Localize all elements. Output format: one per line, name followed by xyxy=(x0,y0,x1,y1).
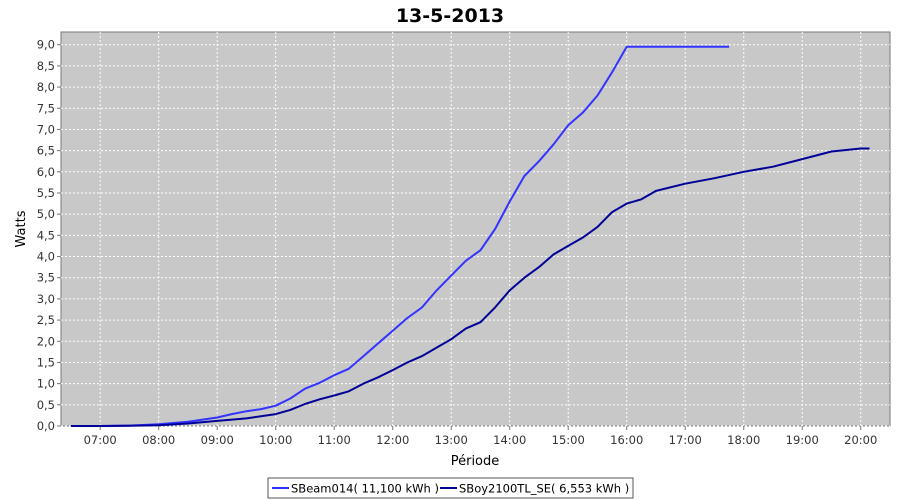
y-tick-label: 0,0 xyxy=(37,419,55,433)
y-tick-label: 6,5 xyxy=(37,144,55,158)
y-axis-label: Watts xyxy=(14,210,29,247)
x-tick-label: 19:00 xyxy=(786,433,819,447)
y-tick-label: 5,0 xyxy=(37,207,55,221)
y-tick-label: 8,5 xyxy=(37,59,55,73)
y-tick-label: 2,0 xyxy=(37,334,55,348)
y-tick-label: 4,0 xyxy=(37,250,55,264)
series-line-1 xyxy=(70,147,870,427)
x-tick-label: 13:00 xyxy=(435,433,468,447)
x-tick-label: 08:00 xyxy=(142,433,175,447)
x-tick-label: 12:00 xyxy=(376,433,409,447)
x-tick-label: 20:00 xyxy=(844,433,877,447)
y-tick-label: 6,0 xyxy=(37,165,55,179)
y-tick-label: 8,0 xyxy=(37,80,55,94)
grid-lines xyxy=(61,32,890,427)
y-tick-label: 2,5 xyxy=(37,313,55,327)
y-tick-label: 1,0 xyxy=(37,377,55,391)
chart-title: 13-5-2013 xyxy=(396,5,504,27)
series-line-0 xyxy=(70,45,730,427)
y-tick-label: 3,0 xyxy=(37,292,55,306)
legend-label-sbeam: SBeam014( 11,100 kWh ) xyxy=(291,482,439,496)
x-axis-label: Période xyxy=(451,454,500,469)
x-tick-label: 07:00 xyxy=(84,433,117,447)
x-tick-label: 17:00 xyxy=(669,433,702,447)
x-tick-label: 16:00 xyxy=(610,433,643,447)
x-axis: 07:00 08:00 09:00 10:00 11:00 12:00 13:00 14:00… xyxy=(84,426,877,447)
y-tick-label: 0,5 xyxy=(37,398,55,412)
plot-area xyxy=(60,31,891,427)
legend-label-sboy: SBoy2100TL_SE( 6,553 kWh ) xyxy=(459,482,629,496)
x-tick-label: 09:00 xyxy=(201,433,234,447)
y-tick-label: 3,5 xyxy=(37,271,55,285)
y-tick-label: 1,5 xyxy=(37,355,55,369)
x-tick-label: 14:00 xyxy=(493,433,526,447)
series-lines xyxy=(70,45,870,427)
y-tick-label: 7,5 xyxy=(37,101,55,115)
y-tick-label: 7,0 xyxy=(37,122,55,136)
x-tick-label: 18:00 xyxy=(727,433,760,447)
x-tick-label: 11:00 xyxy=(318,433,351,447)
y-tick-label: 4,5 xyxy=(37,228,55,242)
x-tick-label: 10:00 xyxy=(259,433,292,447)
y-axis: 0,0 0,5 1,0 1,5 2,0 2,5 3,0 3,5 4,0 4,5 5,0 5,5 6,0 6… xyxy=(37,38,61,433)
y-tick-label: 5,5 xyxy=(37,186,55,200)
legend: SBeam014( 11,100 kWh ) SBoy2100TL_SE( 6,… xyxy=(267,477,634,499)
y-tick-label: 9,0 xyxy=(37,38,55,52)
x-tick-label: 15:00 xyxy=(552,433,585,447)
